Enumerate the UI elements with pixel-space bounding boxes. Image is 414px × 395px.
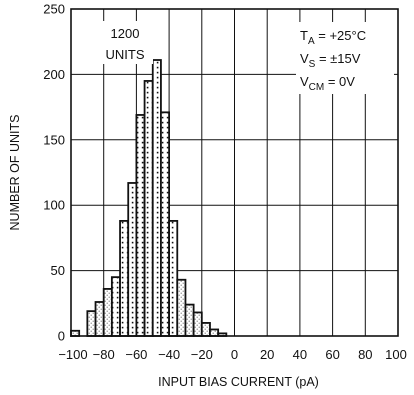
units-text-label: UNITS — [106, 47, 145, 62]
units-count-label: 1200 — [111, 26, 140, 41]
x-tick-label: 60 — [325, 347, 339, 362]
histogram-bar — [184, 303, 195, 337]
x-tick-label: −60 — [125, 347, 147, 362]
histogram-bar — [102, 288, 113, 337]
x-tick-label: −80 — [93, 347, 115, 362]
y-tick-label: 150 — [43, 132, 65, 147]
y-tick-label: 50 — [51, 263, 65, 278]
vs-sub: S — [309, 59, 316, 70]
y-tick-label: 100 — [43, 198, 65, 213]
x-tick-label: −20 — [191, 347, 213, 362]
y-tick-label: 0 — [58, 329, 65, 344]
x-tick-labels: −100 −80 −60 −40 −20 0 20 40 60 80 100 — [58, 347, 407, 362]
y-axis-label: NUMBER OF UNITS — [8, 115, 22, 231]
histogram-bar — [143, 80, 154, 337]
x-tick-label: −100 — [58, 347, 87, 362]
histogram-bar — [192, 311, 203, 337]
vcm-main: V — [300, 74, 309, 89]
histogram-bar — [160, 111, 171, 337]
histogram-bar — [110, 276, 121, 337]
ta-main: T — [300, 28, 308, 43]
conditions-annotation-bg — [296, 22, 394, 94]
histogram-bar — [135, 114, 146, 337]
x-tick-label: 100 — [385, 347, 407, 362]
common-mode-voltage-condition: VCM = 0V — [300, 74, 355, 93]
histogram-bar — [151, 59, 162, 337]
vcm-sub: CM — [309, 82, 325, 93]
x-tick-label: 0 — [231, 347, 238, 362]
bars-group — [70, 59, 228, 337]
histogram-bar — [168, 219, 179, 337]
vs-main: V — [300, 51, 309, 66]
histogram-bar — [119, 219, 130, 337]
supply-voltage-condition: VS = ±15V — [300, 51, 361, 70]
y-tick-label: 200 — [43, 67, 65, 82]
vs-value: = ±15V — [315, 51, 360, 66]
histogram-bar — [94, 301, 105, 337]
histogram-bar — [209, 328, 220, 337]
x-tick-label: 80 — [358, 347, 372, 362]
ta-value: = +25°C — [315, 28, 366, 43]
histogram-bar — [176, 278, 187, 337]
histogram-bar — [86, 310, 97, 337]
histogram-bar — [127, 182, 138, 337]
x-tick-label: −40 — [158, 347, 180, 362]
ta-sub: A — [308, 36, 315, 47]
y-tick-labels: 0 50 100 150 200 250 — [43, 2, 65, 344]
histogram-bar — [200, 322, 211, 337]
temperature-condition: TA = +25°C — [300, 28, 366, 47]
x-tick-label: 20 — [260, 347, 274, 362]
plot-frame — [70, 8, 399, 337]
vcm-value: = 0V — [324, 74, 355, 89]
y-tick-label: 250 — [43, 2, 65, 17]
units-annotation-bg — [100, 21, 153, 64]
x-tick-label: 40 — [293, 347, 307, 362]
x-axis-label: INPUT BIAS CURRENT (pA) — [158, 375, 319, 389]
